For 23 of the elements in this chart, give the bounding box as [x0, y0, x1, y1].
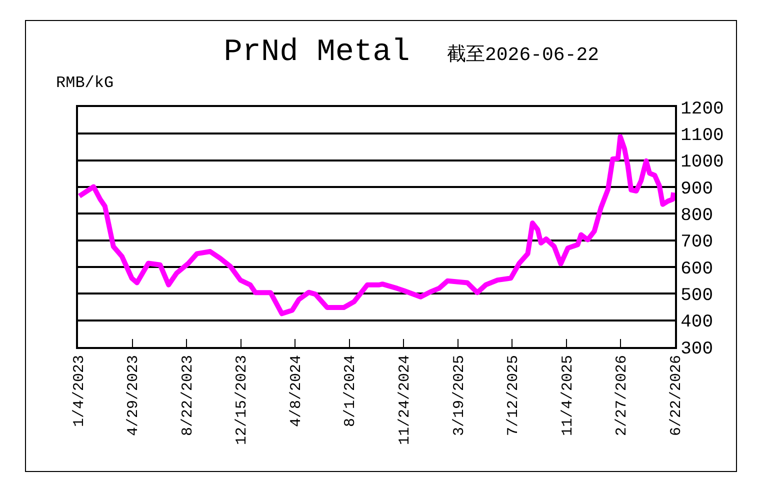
x-tick-label: 4/29/2023 — [125, 355, 142, 436]
y-tick-label: 500 — [680, 286, 714, 306]
x-tick-label: 11/4/2025 — [559, 355, 576, 436]
x-tick-label: 8/1/2024 — [342, 355, 360, 428]
x-tick-label: 8/22/2023 — [179, 355, 196, 436]
y-axis-title: RMB/kG — [56, 74, 114, 92]
y-tick-label: 800 — [680, 206, 714, 226]
x-tick-label: 2/27/2026 — [614, 355, 631, 436]
y-tick-label: 700 — [680, 232, 714, 253]
x-tick-label: 12/15/2023 — [234, 355, 251, 446]
x-tick-label: 1/4/2023 — [70, 355, 88, 428]
y-tick-label: 1100 — [680, 126, 724, 146]
chart-subtitle: 截至2026-06-22 — [447, 44, 600, 66]
x-tick-label: 7/12/2025 — [505, 355, 522, 436]
y-tick-label: 600 — [680, 259, 714, 280]
y-tick-label: 900 — [680, 179, 714, 200]
y-tick-label: 400 — [680, 312, 714, 333]
x-tick-label: 3/19/2025 — [450, 355, 468, 436]
chart-title: PrNd Metal — [224, 34, 410, 70]
x-tick-label: 4/8/2024 — [288, 355, 305, 428]
y-tick-label: 1200 — [680, 99, 724, 120]
x-tick-label: 11/24/2024 — [396, 355, 414, 446]
y-tick-label: 1000 — [680, 152, 724, 173]
